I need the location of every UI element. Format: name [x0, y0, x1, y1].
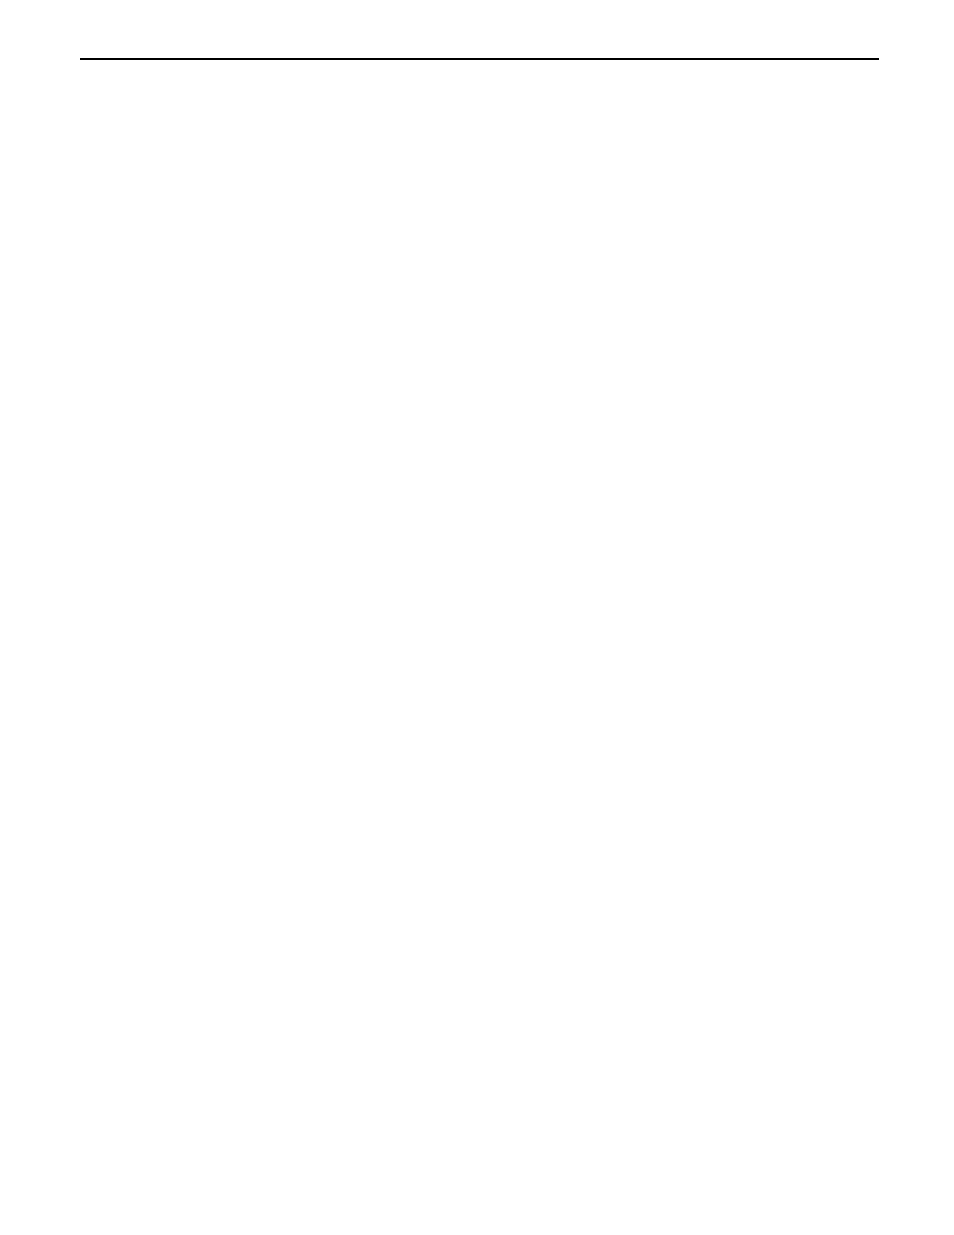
figure-100 [178, 152, 879, 307]
plenum-diagram [178, 152, 478, 302]
page-header [80, 50, 879, 60]
